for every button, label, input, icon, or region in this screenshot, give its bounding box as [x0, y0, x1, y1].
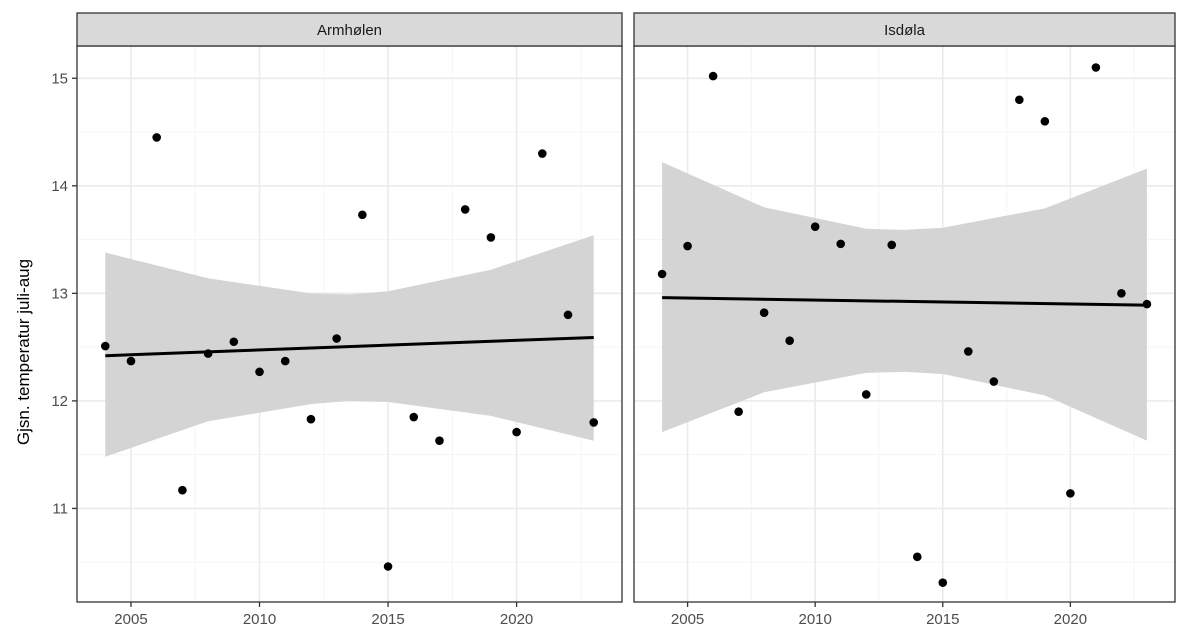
x-tick-label: 2005	[671, 611, 704, 628]
data-point	[657, 269, 667, 279]
x-tick-label: 2015	[926, 611, 959, 628]
x-tick-label: 2005	[114, 611, 147, 628]
data-point	[1091, 63, 1101, 72]
data-point	[409, 412, 419, 422]
y-tick-label: 11	[52, 500, 68, 517]
data-point	[861, 390, 871, 399]
facet-strip-label: Armhølen	[317, 22, 382, 39]
data-point	[306, 414, 316, 424]
x-tick-label: 2015	[371, 611, 404, 628]
y-axis-title: Gjsn. temperatur juli-aug	[14, 259, 33, 445]
data-point	[785, 336, 794, 345]
y-tick-label: 14	[51, 178, 68, 195]
x-tick-label: 2020	[1054, 611, 1087, 628]
data-point	[178, 485, 187, 495]
data-point	[280, 356, 290, 366]
trend-line	[105, 335, 594, 358]
panel-armholen: Armhølen 2005 2010 2015 2020 11 12 13 14 15	[51, 12, 623, 628]
data-point	[734, 407, 743, 416]
data-point	[989, 377, 999, 386]
data-point	[810, 222, 820, 231]
data-point	[563, 310, 573, 320]
data-point	[759, 308, 769, 318]
facet-strip-label: Isdøla	[884, 22, 926, 39]
facet-strip	[633, 12, 1176, 47]
data-point	[100, 341, 110, 351]
data-point	[1015, 95, 1024, 105]
data-point	[963, 347, 973, 356]
y-tick-label: 13	[51, 285, 68, 302]
data-point	[460, 205, 470, 214]
facet-strip	[76, 12, 623, 47]
data-point	[255, 367, 264, 377]
y-tick-label: 12	[51, 393, 68, 410]
data-point	[708, 71, 718, 81]
data-point	[887, 240, 897, 250]
y-tick-label: 15	[51, 70, 68, 87]
data-point	[435, 436, 444, 445]
data-point	[383, 562, 393, 571]
data-point	[683, 241, 692, 251]
data-point	[538, 149, 547, 158]
data-point	[938, 578, 948, 587]
x-tick-label: 2010	[243, 611, 276, 628]
data-point	[912, 552, 922, 562]
data-point	[512, 427, 521, 437]
data-point	[358, 210, 367, 220]
data-points	[657, 63, 1152, 587]
x-tick-label: 2010	[798, 611, 831, 628]
data-point	[203, 349, 213, 358]
data-point	[589, 418, 599, 427]
data-points	[100, 133, 599, 571]
data-point	[152, 133, 161, 142]
data-point	[229, 337, 239, 347]
data-point	[126, 356, 136, 366]
data-point	[1117, 289, 1126, 298]
data-point	[1040, 116, 1050, 126]
data-point	[836, 239, 846, 249]
trend-line	[662, 296, 1147, 307]
panel-isdola: Isdøla 2005 2010 2015 2020	[633, 12, 1176, 628]
data-point	[486, 233, 496, 242]
x-tick-label: 2020	[500, 611, 533, 628]
data-point	[1142, 299, 1152, 309]
data-point	[332, 334, 341, 343]
data-point	[1066, 489, 1075, 498]
